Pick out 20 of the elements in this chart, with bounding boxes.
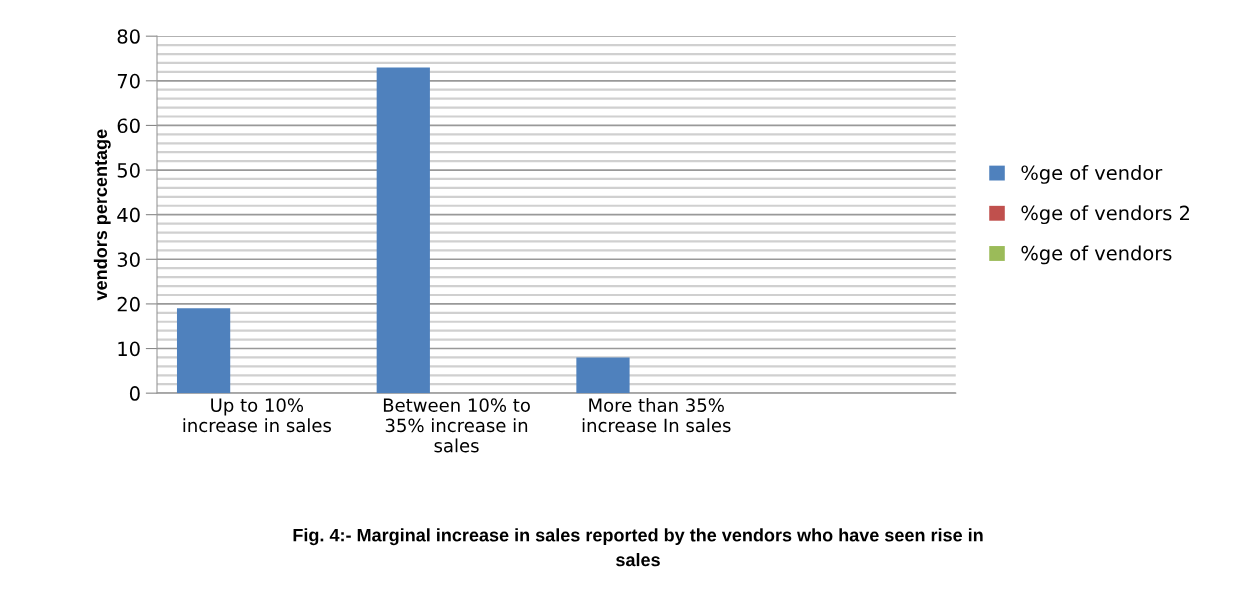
y-tick-label: 20 bbox=[117, 296, 140, 312]
legend-label: %ge of vendors 2 bbox=[1021, 205, 1189, 225]
legend-label: %ge of vendors bbox=[1021, 245, 1172, 265]
x-tick-label: Between 10% to 35% increase in sales bbox=[383, 398, 530, 453]
y-tick-label: 80 bbox=[117, 29, 140, 44]
y-axis-title: vendors percentage bbox=[93, 129, 111, 301]
y-tick-label: 0 bbox=[129, 386, 140, 401]
y-tick-label: 60 bbox=[117, 118, 140, 134]
text: Fig. 4:- Marginal increase in sales reported by the vendors who have seen rise in sales bbox=[293, 528, 983, 567]
legend-label: %ge of vendor bbox=[1021, 165, 1163, 184]
bar bbox=[376, 67, 430, 394]
x-tick-label: More than 35% increase In sales bbox=[582, 398, 731, 433]
bar bbox=[176, 308, 231, 394]
y-tick-label: 30 bbox=[117, 252, 140, 267]
x-tick-label: Up to 10% increase in sales bbox=[183, 398, 331, 433]
y-tick-label: 10 bbox=[118, 341, 140, 357]
y-tick-label: 70 bbox=[117, 73, 140, 89]
y-tick-label: 50 bbox=[117, 163, 140, 178]
y-tick-label: 40 bbox=[117, 207, 140, 223]
bar bbox=[576, 357, 630, 394]
